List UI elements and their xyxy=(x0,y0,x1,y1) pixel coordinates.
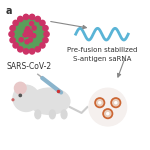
Circle shape xyxy=(24,32,28,36)
Circle shape xyxy=(28,30,32,34)
Circle shape xyxy=(44,32,49,37)
Text: S-antigen saRNA: S-antigen saRNA xyxy=(73,56,131,62)
Circle shape xyxy=(114,101,118,104)
Ellipse shape xyxy=(35,110,41,119)
Circle shape xyxy=(23,33,27,37)
Circle shape xyxy=(26,27,30,31)
Circle shape xyxy=(32,34,36,38)
Circle shape xyxy=(13,85,39,111)
Circle shape xyxy=(106,112,110,115)
Circle shape xyxy=(29,14,35,20)
Circle shape xyxy=(18,47,23,52)
Circle shape xyxy=(12,17,46,52)
Circle shape xyxy=(43,38,48,43)
Circle shape xyxy=(94,97,105,108)
Circle shape xyxy=(40,43,45,48)
Circle shape xyxy=(30,21,34,26)
Circle shape xyxy=(19,94,21,97)
Circle shape xyxy=(35,16,40,22)
Circle shape xyxy=(102,108,113,119)
Circle shape xyxy=(27,33,32,37)
Circle shape xyxy=(23,14,29,20)
Ellipse shape xyxy=(29,88,70,114)
Text: SARS-CoV-2: SARS-CoV-2 xyxy=(6,62,52,71)
Circle shape xyxy=(27,32,31,36)
Circle shape xyxy=(10,26,15,31)
Circle shape xyxy=(28,30,32,34)
Circle shape xyxy=(112,99,120,106)
Circle shape xyxy=(19,38,23,42)
Circle shape xyxy=(28,38,32,42)
Circle shape xyxy=(12,99,14,101)
Circle shape xyxy=(14,82,26,94)
Circle shape xyxy=(13,43,18,48)
Circle shape xyxy=(96,99,103,106)
Ellipse shape xyxy=(50,110,55,119)
Circle shape xyxy=(35,47,40,52)
Circle shape xyxy=(13,20,18,26)
Circle shape xyxy=(43,26,48,31)
Circle shape xyxy=(40,20,45,26)
Circle shape xyxy=(18,16,23,22)
Circle shape xyxy=(110,97,121,108)
Circle shape xyxy=(25,40,29,44)
Circle shape xyxy=(89,88,127,126)
Circle shape xyxy=(10,38,15,43)
Ellipse shape xyxy=(61,110,67,119)
Circle shape xyxy=(24,29,28,33)
Text: Pre-fusion stabilized: Pre-fusion stabilized xyxy=(67,47,137,53)
Circle shape xyxy=(104,110,112,117)
Circle shape xyxy=(9,32,14,37)
Circle shape xyxy=(29,49,35,54)
Circle shape xyxy=(32,26,36,30)
Text: a: a xyxy=(6,6,12,16)
Circle shape xyxy=(23,49,29,54)
Circle shape xyxy=(98,101,102,104)
